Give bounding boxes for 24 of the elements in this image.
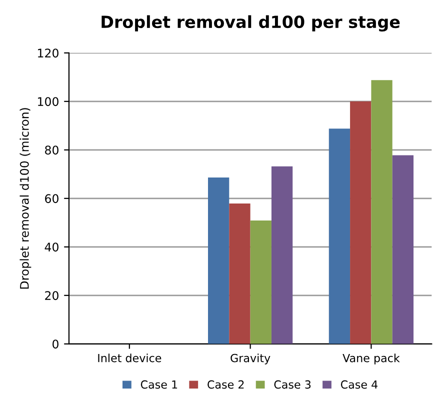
bar bbox=[229, 204, 250, 344]
legend-label: Case 2 bbox=[208, 380, 244, 389]
y-tick-label: 20 bbox=[45, 291, 58, 300]
bar bbox=[371, 80, 392, 344]
y-axis-title: Droplet removal d100 (micron) bbox=[20, 108, 32, 289]
bar bbox=[392, 155, 414, 344]
x-tick-label: Vane pack bbox=[342, 354, 400, 364]
legend-label: Case 4 bbox=[340, 380, 378, 389]
y-tick-label: 0 bbox=[52, 340, 58, 349]
bar bbox=[328, 128, 350, 344]
bar bbox=[208, 178, 230, 344]
chart-title: Droplet removal d100 per stage bbox=[102, 15, 400, 32]
y-tick-label: 80 bbox=[45, 146, 58, 155]
legend-label: Case 3 bbox=[274, 380, 311, 389]
bar bbox=[250, 220, 272, 344]
legend-label: Case 1 bbox=[140, 380, 178, 389]
bar bbox=[271, 166, 293, 344]
y-tick-label: 60 bbox=[45, 194, 58, 204]
x-tick-label: Inlet device bbox=[98, 354, 162, 362]
y-tick-label: 120 bbox=[38, 48, 58, 58]
bar bbox=[350, 101, 372, 344]
y-tick-label: 40 bbox=[44, 242, 58, 252]
y-tick-label: 100 bbox=[38, 97, 58, 106]
x-tick-label: Gravity bbox=[230, 354, 270, 364]
